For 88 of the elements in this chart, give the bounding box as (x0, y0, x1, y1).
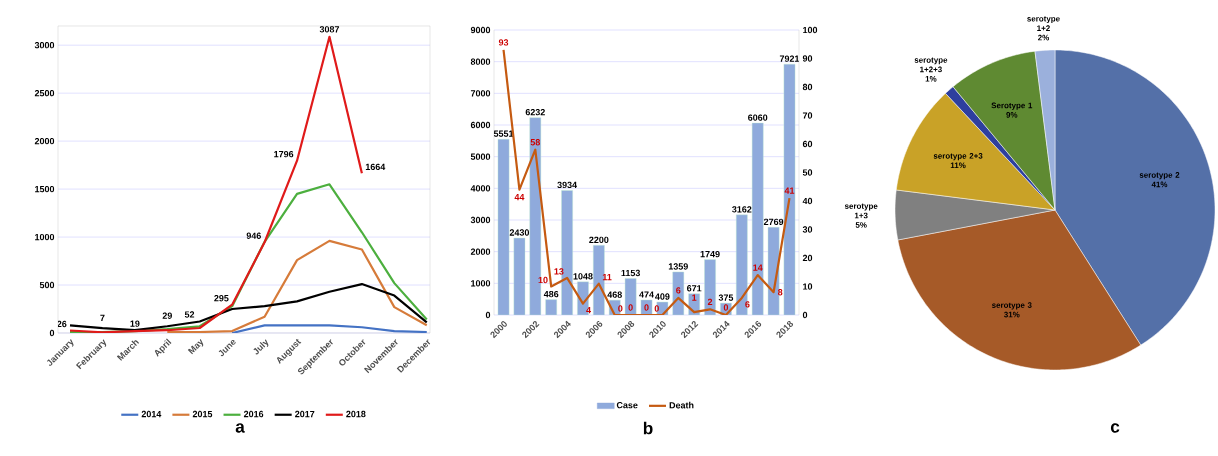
data-label: 0 (644, 304, 649, 311)
data-label: 0 (654, 305, 659, 312)
data-label: 1359 (668, 263, 688, 270)
y-tick-label: 1500 (35, 185, 55, 193)
y2-tick-label: 0 (802, 311, 808, 319)
data-label: 11 (602, 274, 612, 281)
data-label: 671 (687, 285, 702, 292)
data-label: 26 (57, 320, 67, 328)
line-series (68, 35, 363, 333)
y-tick-label: 2500 (34, 89, 55, 97)
legend-label: 2018 (346, 410, 366, 418)
y-tick-label: 0 (485, 311, 491, 319)
legend-label: 2016 (243, 410, 264, 418)
data-label: 7 (100, 314, 105, 321)
legend-label: Death (669, 401, 694, 409)
data-label: 58 (530, 139, 541, 146)
data-label: 29 (162, 312, 172, 319)
y-tick-label: 7000 (470, 90, 491, 97)
y-tick-label: 3000 (470, 216, 491, 224)
y2-tick-label: 100 (803, 26, 818, 34)
y2-tick-label: 70 (802, 112, 813, 119)
data-label: 6060 (748, 114, 768, 121)
y-tick-label: 8000 (470, 58, 491, 65)
y2-tick-label: 20 (802, 254, 813, 262)
x-tick-label: May (187, 339, 204, 355)
data-label: 486 (543, 290, 559, 298)
y-tick-label: 5000 (470, 153, 491, 160)
data-label: 10 (538, 276, 548, 284)
y-tick-label: 3000 (34, 42, 55, 49)
y-tick-label: 1000 (471, 280, 491, 287)
data-label: 0 (723, 304, 729, 311)
data-label: 1153 (621, 269, 641, 277)
legend-label: 2015 (192, 410, 213, 418)
y2-tick-label: 30 (802, 226, 813, 233)
data-label: 6 (676, 287, 681, 294)
text: a (235, 423, 245, 433)
data-label: 13 (554, 268, 564, 275)
data-label: 3934 (557, 181, 577, 189)
data-label: 41 (784, 187, 795, 194)
data-label: 1 (692, 294, 697, 301)
text: c (1110, 423, 1120, 433)
data-label: 474 (639, 291, 654, 298)
data-label: 7921 (779, 55, 800, 62)
y2-tick-label: 60 (802, 140, 813, 148)
data-label: 3087 (319, 26, 340, 33)
data-label: 1749 (700, 250, 720, 258)
data-label: 1796 (274, 151, 294, 158)
y2-tick-label: 10 (803, 283, 813, 290)
legend-label: 2017 (295, 410, 315, 418)
y2-tick-label: 80 (802, 83, 813, 91)
data-label: 2 (707, 298, 713, 305)
y-tick-label: 1000 (35, 233, 55, 241)
data-label: 3162 (732, 206, 752, 213)
data-label: 0 (628, 304, 633, 311)
y2-tick-label: 40 (802, 197, 813, 205)
data-label: 6 (745, 301, 750, 308)
y-tick-label: 0 (49, 329, 55, 337)
y-tick-label: 2000 (34, 137, 55, 145)
y-tick-label: 6000 (470, 121, 491, 129)
legend-label: Case (616, 401, 638, 409)
y2-tick-label: 50 (802, 169, 813, 176)
data-label: 44 (514, 194, 525, 201)
data-label: 2200 (589, 236, 609, 244)
data-label: 4 (586, 307, 592, 314)
data-label: 19 (130, 320, 140, 327)
data-label: 93 (498, 39, 509, 46)
data-label: 1048 (573, 273, 593, 280)
line-series (68, 282, 428, 332)
data-label: 14 (753, 264, 763, 271)
data-label: 409 (655, 293, 670, 300)
data-label: 946 (246, 232, 261, 239)
data-label: 8 (777, 289, 783, 296)
y-tick-label: 2000 (470, 248, 491, 255)
y-tick-label: 4000 (470, 185, 491, 192)
data-label: 468 (607, 291, 622, 298)
data-label: 1664 (365, 163, 386, 171)
data-label: 6232 (525, 108, 545, 116)
data-label: 2430 (509, 229, 530, 236)
legend-label: 2014 (141, 410, 162, 418)
y2-tick-label: 90 (802, 55, 813, 62)
y-tick-label: 500 (39, 281, 55, 289)
data-label: 0 (618, 305, 623, 312)
y-tick-label: 9000 (470, 26, 491, 34)
data-label: 52 (184, 311, 195, 318)
data-label: 295 (214, 295, 229, 302)
text: b (643, 421, 653, 435)
data-label: 375 (718, 294, 734, 301)
data-label: 2769 (763, 218, 784, 225)
